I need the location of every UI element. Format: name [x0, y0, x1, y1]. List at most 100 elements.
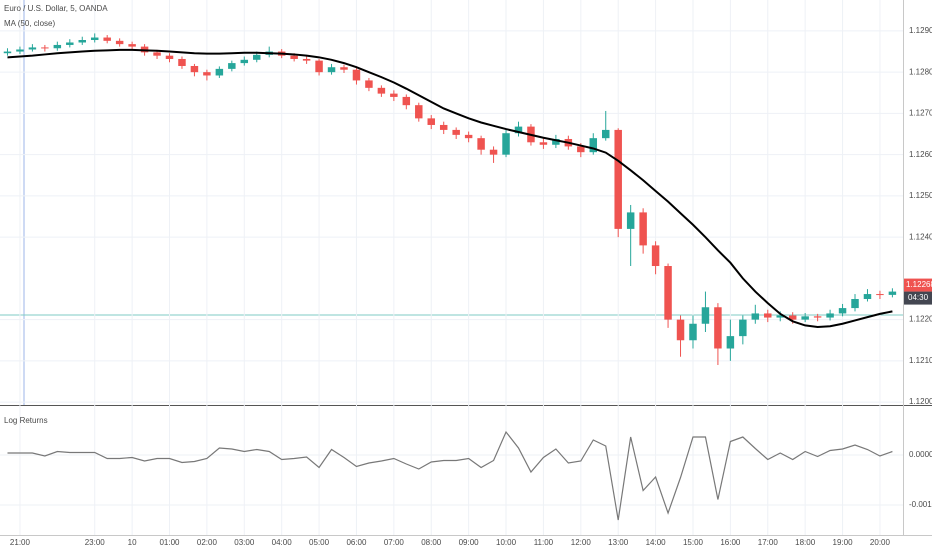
candle-body	[552, 138, 560, 145]
x-tick-label: 10	[128, 538, 137, 547]
candle-body	[327, 67, 336, 73]
x-tick-label: 18:00	[795, 538, 816, 547]
candle-body	[452, 129, 460, 135]
y-tick-label: 1.12800	[909, 67, 932, 76]
y-tick-label: 1.12900	[909, 26, 932, 35]
candle-body	[352, 69, 361, 81]
candle-body	[16, 49, 24, 52]
chart-title: Euro / U.S. Dollar, 5, OANDA	[4, 4, 108, 13]
candle-body	[863, 294, 872, 300]
candle-body	[415, 105, 423, 119]
candle-body	[3, 51, 12, 54]
x-tick-label: 12:00	[571, 538, 592, 547]
x-tick-label: 23:00	[85, 538, 106, 547]
x-tick-label: 09:00	[459, 538, 480, 547]
candle-body	[153, 52, 161, 56]
candle-body	[489, 149, 498, 155]
y-tick-label: 1.12400	[909, 232, 932, 241]
candle-body	[826, 313, 834, 318]
candle-body	[639, 212, 647, 246]
candle-body	[477, 138, 485, 150]
candle-body	[390, 93, 398, 97]
candle-body	[788, 315, 797, 320]
pane-title: Log Returns	[4, 416, 48, 425]
y-tick-label: 1.12000	[909, 397, 932, 406]
legend-entry: MA (50, close)	[4, 19, 55, 28]
candle-body	[464, 134, 473, 139]
x-tick-label: 21:00	[10, 538, 31, 547]
candle-body	[90, 37, 99, 41]
candle-body	[215, 68, 224, 76]
candle-body	[253, 54, 261, 60]
candle-body	[851, 299, 859, 309]
candle-body	[439, 124, 448, 130]
countdown-label: 04:30	[908, 293, 929, 302]
x-tick-label: 20:00	[870, 538, 891, 547]
candle-body	[651, 245, 660, 267]
candle-body	[302, 58, 311, 61]
x-tick-label: 06:00	[346, 538, 367, 547]
x-tick-label: 08:00	[421, 538, 442, 547]
x-tick-label: 17:00	[758, 538, 779, 547]
candle-body	[664, 266, 672, 320]
candle-body	[776, 315, 784, 318]
candle-body	[614, 129, 622, 229]
candle-body	[178, 58, 186, 66]
x-tick-label: 19:00	[833, 538, 854, 547]
candle-body	[427, 118, 435, 125]
candle-body	[78, 40, 86, 43]
candle-body	[103, 37, 111, 41]
candle-body	[53, 44, 62, 49]
ma-line	[7, 48, 893, 329]
candle-body	[365, 80, 373, 88]
candle-body	[190, 65, 199, 73]
candle-body	[876, 294, 884, 296]
candle-body	[602, 129, 610, 139]
candle-body	[66, 42, 74, 45]
candle-body	[813, 316, 822, 318]
returns-line	[7, 430, 893, 521]
candle-body	[626, 212, 635, 229]
y-tick-label: 1.12100	[909, 356, 932, 365]
y-tick-label: 0.00000	[909, 450, 932, 459]
candle-body	[589, 138, 598, 153]
candle-body	[340, 67, 348, 70]
candle-body	[315, 60, 323, 73]
x-tick-label: 03:00	[234, 538, 255, 547]
candle-body	[502, 133, 510, 155]
x-tick-label: 04:00	[272, 538, 293, 547]
x-tick-label: 11:00	[534, 538, 554, 547]
y-tick-label: 1.12600	[909, 150, 932, 159]
candle-body	[28, 47, 37, 50]
candle-body	[240, 59, 249, 64]
x-tick-label: 15:00	[683, 538, 704, 547]
x-tick-label: 07:00	[384, 538, 405, 547]
candle-body	[402, 96, 411, 106]
candle-body	[701, 307, 710, 324]
candle-body	[290, 55, 298, 59]
candle-body	[764, 313, 772, 318]
last-price-box	[904, 278, 932, 292]
candle-body	[128, 44, 136, 47]
candle-body	[676, 319, 685, 341]
candle-body	[203, 72, 211, 76]
candle-body	[726, 336, 735, 349]
candle-body	[577, 146, 585, 153]
x-tick-label: 01:00	[159, 538, 180, 547]
candle-body	[689, 323, 697, 341]
candle-body	[801, 316, 809, 320]
x-tick-label: 02:00	[197, 538, 218, 547]
candle-body	[888, 291, 897, 295]
y-tick-label: 1.12500	[909, 191, 932, 200]
last-price-label: 1.12268	[906, 280, 932, 289]
candle-body	[41, 47, 49, 49]
countdown-box	[904, 291, 932, 305]
candle-body	[539, 142, 548, 145]
candle-body	[514, 126, 523, 134]
candle-body	[714, 307, 722, 349]
x-tick-label: 05:00	[309, 538, 330, 547]
x-tick-label: 13:00	[608, 538, 629, 547]
